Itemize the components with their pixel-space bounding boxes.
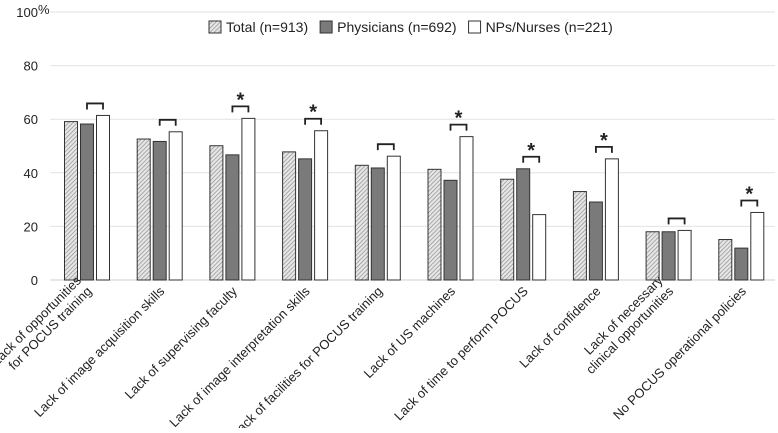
bar-nps-nurses <box>532 214 547 281</box>
bar-nps-nurses <box>750 211 765 281</box>
bar-physicians <box>516 168 531 281</box>
comparison-bracket <box>158 118 177 126</box>
bar-physicians <box>588 201 603 281</box>
comparison-bracket <box>86 102 104 110</box>
bar-nps-nurses <box>168 131 183 281</box>
bar-total <box>136 138 151 281</box>
bar-physicians <box>370 167 385 281</box>
bar-nps-nurses <box>96 114 110 281</box>
bar-nps-nurses <box>459 136 474 281</box>
bar-physicians <box>80 123 94 281</box>
legend-swatch-nps-nurses <box>468 20 482 34</box>
y-tick-label: 40 <box>24 166 38 181</box>
x-tick-label: Lack of image interpretation skills <box>166 283 313 428</box>
x-tick-label-line: Lack of time to perform POCUS <box>391 283 531 423</box>
legend-swatch-total <box>208 20 222 34</box>
significance-star: * <box>455 108 463 130</box>
x-tick-label-line: Lack of image interpretation skills <box>166 283 313 428</box>
bar-total <box>572 191 587 281</box>
x-tick-label-line: Lack of facilities for POCUS training <box>229 284 386 428</box>
bar-physicians <box>734 247 749 281</box>
comparison-bracket <box>449 123 468 131</box>
comparison-bracket <box>522 155 541 163</box>
bar-physicians <box>152 140 167 281</box>
bar-total <box>645 231 660 281</box>
bar-physicians <box>443 179 458 281</box>
x-tick-label: Lack of facilities for POCUS training <box>229 284 386 428</box>
bar-physicians <box>661 231 676 281</box>
significance-star: * <box>527 140 535 162</box>
y-tick-label: 100 <box>16 5 38 20</box>
comparison-bracket <box>595 145 613 153</box>
bar-nps-nurses <box>241 117 256 281</box>
bars: * * * * * * <box>64 89 765 281</box>
bar-total <box>427 168 442 281</box>
y-tick-label: 0 <box>31 273 38 288</box>
legend-swatch-physicians <box>319 20 333 34</box>
y-axis-label: % <box>38 2 50 17</box>
legend: Total (n=913) Physicians (n=692) NPs/Nurse… <box>208 19 613 35</box>
y-axis: % 0 20 40 60 80 100 <box>16 2 50 288</box>
bar-nps-nurses <box>386 155 401 281</box>
significance-star: * <box>600 130 608 152</box>
bar-physicians <box>225 154 240 281</box>
bar-nps-nurses <box>314 130 329 281</box>
bar-physicians <box>298 158 313 281</box>
significance-star: * <box>309 102 317 124</box>
legend-label: Physicians (n=692) <box>337 19 456 35</box>
bar-nps-nurses <box>604 158 619 281</box>
bar-total <box>354 164 369 281</box>
comparison-bracket <box>304 117 322 125</box>
significance-star: * <box>237 89 245 111</box>
y-tick-label: 80 <box>24 59 38 74</box>
bar-nps-nurses <box>677 229 692 281</box>
bar-total <box>209 145 224 281</box>
bar-total <box>282 151 297 281</box>
legend-label: Total (n=913) <box>226 19 308 35</box>
x-tick-label: Lack of time to perform POCUS <box>391 283 531 423</box>
bar-total <box>500 178 515 281</box>
comparison-bracket <box>231 105 250 113</box>
legend-label: NPs/Nurses (n=221) <box>486 19 613 35</box>
comparison-bracket <box>667 217 686 225</box>
comparison-bracket <box>376 143 395 151</box>
y-tick-label: 60 <box>24 112 38 127</box>
bar-total <box>64 121 78 281</box>
comparison-bracket <box>740 199 759 207</box>
bar-total <box>718 239 733 281</box>
y-tick-label: 20 <box>24 219 38 234</box>
x-axis-labels: Lack of opportunitiesfor POCUS trainingL… <box>0 273 749 433</box>
significance-star: * <box>745 183 753 205</box>
